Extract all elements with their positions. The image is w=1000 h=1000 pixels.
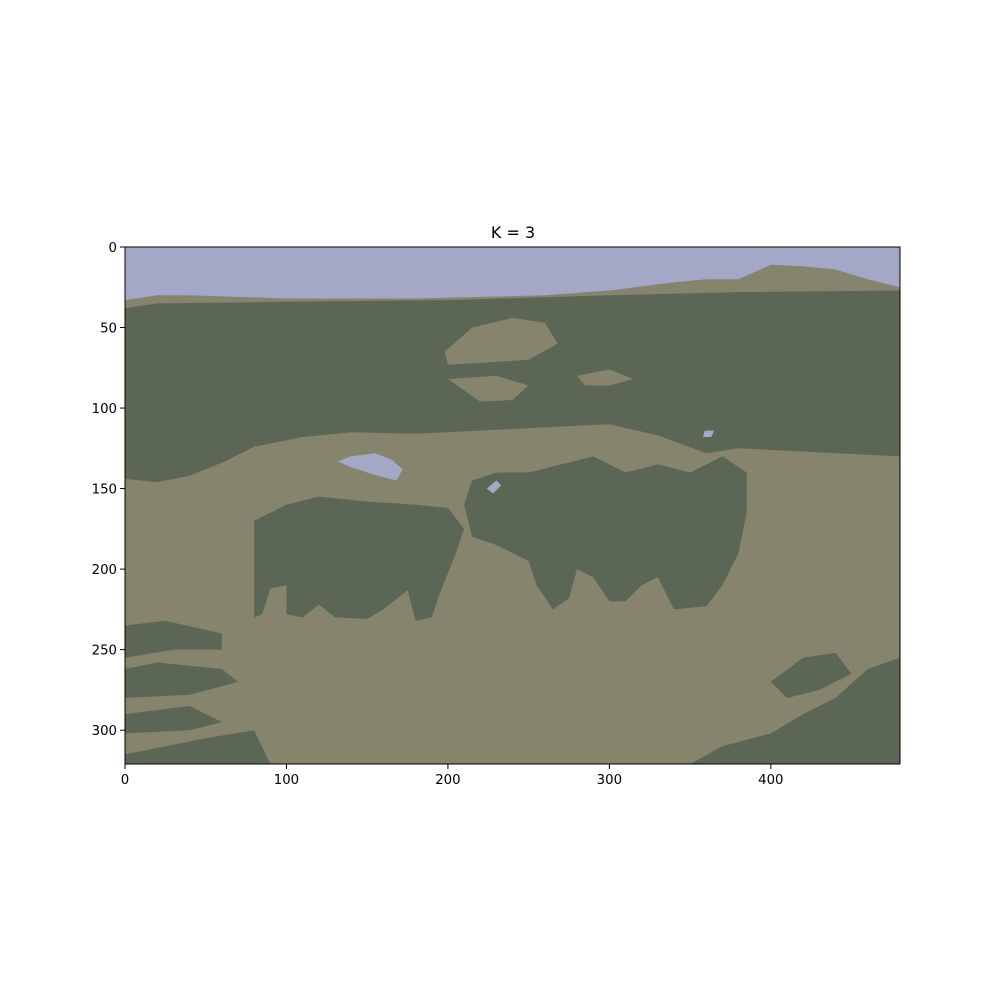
y-axis: 0 50 100 150 200 250 300 bbox=[92, 241, 125, 739]
y-tick-label: 200 bbox=[92, 563, 117, 578]
region-dark_vegetation-10 bbox=[125, 706, 222, 734]
region-dark_vegetation-6 bbox=[254, 496, 465, 621]
region-sky-1 bbox=[125, 247, 900, 301]
x-tick-label: 200 bbox=[435, 773, 460, 788]
region-sky-15 bbox=[486, 480, 502, 494]
region-ground-4 bbox=[577, 369, 634, 386]
region-dark_vegetation-12 bbox=[690, 657, 900, 764]
y-tick-label: 50 bbox=[100, 322, 117, 337]
y-tick-label: 100 bbox=[92, 402, 117, 417]
y-tick-label: 150 bbox=[92, 483, 117, 498]
y-tick-label: 0 bbox=[109, 241, 117, 256]
y-tick-label: 250 bbox=[92, 644, 117, 659]
x-tick-label: 400 bbox=[758, 773, 783, 788]
x-tick-label: 0 bbox=[121, 773, 129, 788]
x-axis: 0 100 200 300 400 bbox=[121, 764, 784, 788]
x-tick-label: 100 bbox=[274, 773, 299, 788]
segmentation-image bbox=[125, 247, 900, 764]
plot-frame bbox=[124, 246, 901, 765]
region-dark_vegetation-9 bbox=[125, 662, 238, 698]
region-dark_vegetation-8 bbox=[125, 620, 222, 658]
x-tick-label: 300 bbox=[597, 773, 622, 788]
y-tick-label: 300 bbox=[92, 724, 117, 739]
region-ground-5 bbox=[447, 375, 529, 402]
region-sky-16 bbox=[703, 430, 715, 437]
region-dark_vegetation-13 bbox=[770, 652, 852, 698]
chart-title: K = 3 bbox=[491, 223, 535, 242]
region-ground-3 bbox=[444, 317, 558, 365]
region-sky-14 bbox=[338, 453, 403, 481]
region-dark_vegetation-11 bbox=[125, 730, 271, 764]
region-dark_vegetation-7 bbox=[464, 456, 747, 610]
